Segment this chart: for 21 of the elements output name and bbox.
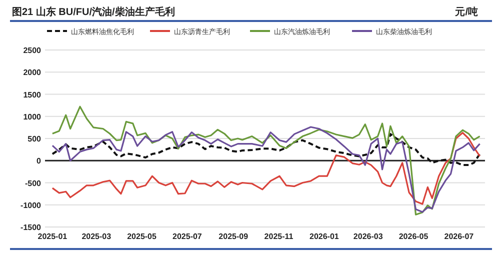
x-tick-label: 2026-07 [444,232,474,241]
x-tick-label: 2025-01 [38,232,68,241]
y-tick-label: 500 [28,134,42,144]
x-tick-label: 2026-03 [353,232,384,241]
y-tick-label: -1500 [20,223,42,232]
x-tick-label: 2025-11 [264,232,294,241]
x-tick-label: 2026-05 [398,232,429,241]
y-tick-label: -500 [24,178,42,188]
x-tick-label: 2025-05 [127,232,158,241]
y-tick-label: 0 [36,156,42,166]
chart-title: 图21 山东 BU/FU/汽油/柴油生产毛利 [12,6,175,18]
y-tick-label: 2000 [23,68,42,78]
y-tick-label: 2500 [23,46,42,55]
x-tick-label: 2025-07 [172,232,202,241]
y-tick-label: 1500 [23,90,42,100]
x-tick-label: 2026-01 [310,232,340,241]
y-tick-label: -1000 [20,200,42,210]
y-axis-title: 元/吨 [454,6,478,18]
x-tick-label: 2025-03 [82,232,112,241]
x-tick-label: 2025-09 [218,232,249,241]
y-tick-label: 1000 [23,112,42,122]
